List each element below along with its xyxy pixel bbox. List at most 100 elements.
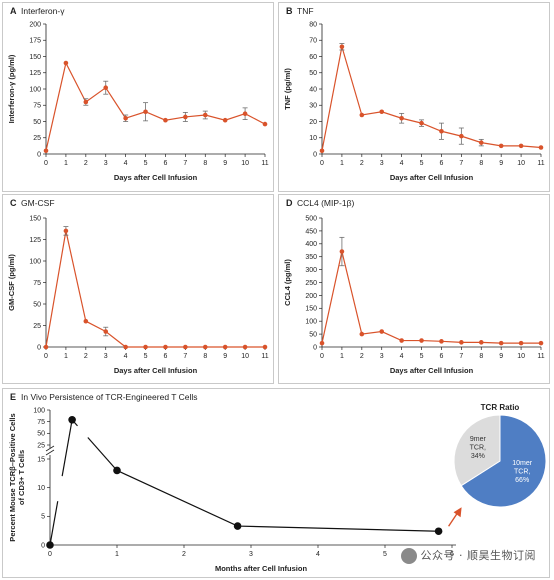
x-tick-label: 6 [440,353,444,360]
y-tick-label: 500 [305,215,317,222]
y-tick-label: 200 [305,293,317,300]
x-tick-label: 8 [479,353,483,360]
series-line [45,61,266,151]
data-point [379,109,385,115]
data-point [113,466,121,475]
x-tick-label: 1 [64,353,68,360]
pie-label: 9mer [470,436,487,443]
x-tick-label: 7 [459,160,463,167]
chart-title: In Vivo Persistence of TCR-Engineered T … [21,392,198,402]
x-tick-label: 10 [241,353,249,360]
data-point [339,44,345,50]
y-tick-label: 300 [305,267,317,274]
panel-b [278,2,550,192]
y-tick-label: 30 [309,103,317,110]
x-tick-label: 9 [499,353,503,360]
chart-title: CCL4 (MIP-1β) [297,198,354,208]
panel-a [2,2,274,192]
y-tick-label: 75 [33,280,41,287]
data-point [379,329,385,334]
y-tick-label: 100 [33,407,45,414]
data-point [143,344,148,350]
pie-title: TCR Ratio [481,403,520,412]
x-tick-label: 9 [499,160,503,167]
data-point [399,115,404,121]
series-segment [49,501,59,546]
wechat-icon [400,548,417,564]
x-axis-label: Months after Cell Infusion [215,564,308,573]
y-tick-label: 25 [33,135,41,142]
data-point [434,527,443,536]
y-tick-label: 0 [313,151,317,158]
y-tick-label: 25 [33,323,41,330]
data-point [233,522,242,530]
data-point [498,143,504,149]
panel-d [278,194,550,384]
data-point [43,344,49,350]
data-point [359,112,365,118]
data-point [538,145,544,150]
series-line [45,230,265,348]
x-tick-label: 5 [383,551,387,558]
data-point [43,148,49,154]
panel-letter: A [10,6,17,16]
watermark-text: 公众号 · 顺昊生物订阅 [420,549,536,562]
x-tick-label: 8 [479,160,483,167]
y-tick-label: 150 [29,215,41,222]
x-tick-label: 5 [420,353,424,360]
data-point [399,338,404,343]
x-tick-label: 3 [380,353,384,360]
y-tick-label: 50 [33,119,41,126]
x-tick-label: 9 [223,160,227,167]
axis-break-mark [45,445,55,452]
pie-label: 10mer [512,460,533,467]
pie-label: TCR, [514,469,530,476]
x-axis-label: Days after Cell Infusion [114,173,198,182]
x-tick-label: 0 [44,353,48,360]
data-point [103,85,109,90]
y-axis-label: CCL4 (pg/ml) [283,259,292,306]
x-tick-label: 7 [183,160,187,167]
data-point [439,128,444,134]
data-point [439,339,444,344]
data-point [419,338,424,343]
data-point [83,99,89,105]
data-point [478,140,484,145]
x-axis-label: Days after Cell Infusion [390,366,474,375]
y-tick-label: 150 [29,54,41,61]
x-tick-label: 8 [203,160,207,167]
data-point [163,344,168,350]
pie-label: 34% [471,453,485,460]
data-point [143,109,148,115]
data-point [242,111,248,116]
x-tick-label: 1 [64,160,68,167]
y-tick-label: 50 [309,332,317,339]
chart-title: GM-CSF [21,198,55,208]
data-point [478,340,484,345]
x-tick-label: 11 [261,353,268,360]
series-segment [61,419,73,477]
data-point [222,117,228,123]
x-tick-label: 4 [124,353,128,360]
data-point [319,148,325,154]
y-tick-label: 450 [305,228,317,235]
data-point [183,114,188,120]
y-axis-label: Percent Mouse TCRβ–Positive Cells [8,413,17,541]
y-tick-label: 50 [33,301,41,308]
x-tick-label: 6 [164,353,168,360]
y-tick-label: 50 [37,431,45,438]
data-point [202,112,208,118]
y-tick-label: 100 [29,258,41,265]
data-point [222,344,228,350]
data-point [68,416,76,424]
x-tick-label: 2 [84,353,88,360]
data-point [518,340,524,346]
panel-letter: B [286,6,293,16]
data-point [359,331,365,337]
y-tick-label: 0 [37,344,41,351]
x-tick-label: 0 [320,160,324,167]
y-tick-label: 50 [309,70,317,77]
y-tick-label: 10 [37,485,45,492]
